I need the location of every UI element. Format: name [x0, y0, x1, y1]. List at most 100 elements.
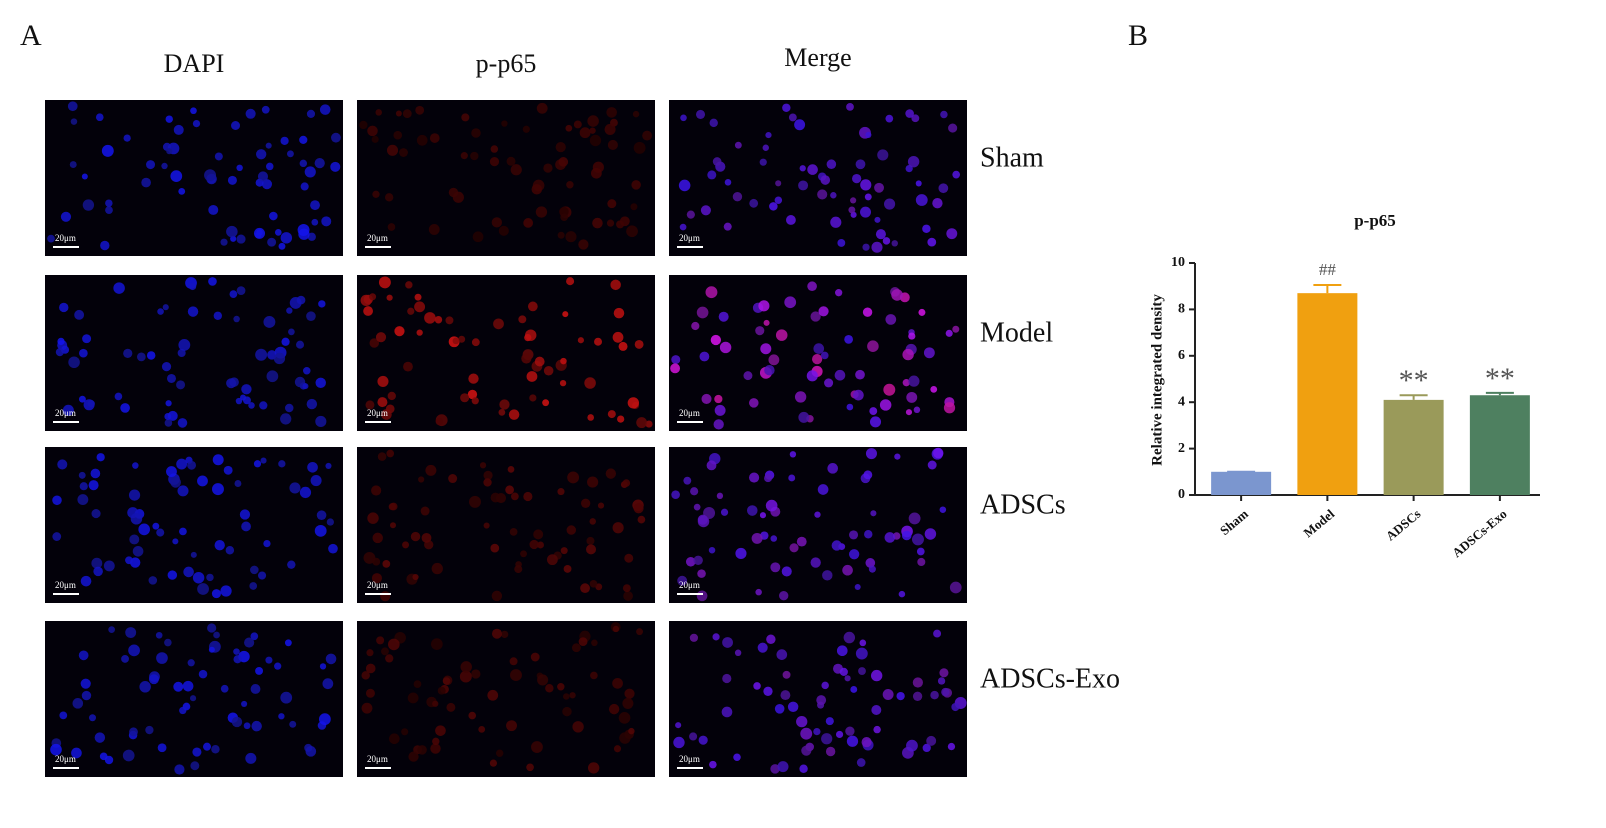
nucleus: [506, 156, 516, 166]
nucleus: [491, 628, 502, 639]
nucleus: [524, 333, 532, 342]
nucleus: [365, 400, 375, 410]
nucleus: [906, 391, 918, 403]
nucleus: [381, 647, 389, 656]
nucleus: [304, 166, 316, 178]
nucleus: [837, 239, 846, 247]
nucleus: [526, 371, 538, 382]
nucleus: [597, 502, 605, 509]
nucleus: [912, 691, 923, 701]
nucleus: [415, 105, 425, 115]
nucleus: [587, 115, 599, 127]
nucleus: [571, 643, 581, 653]
nucleus: [865, 558, 876, 568]
nucleus: [432, 700, 439, 707]
nucleus: [490, 492, 501, 503]
nucleus: [696, 590, 708, 602]
nucleus: [80, 575, 92, 587]
nucleus: [526, 763, 534, 772]
nucleus: [377, 397, 388, 408]
nucleus: [714, 404, 726, 416]
nucleus: [506, 720, 518, 732]
nucleus: [820, 175, 831, 185]
scale-bar-label: 20μm: [55, 754, 76, 764]
nucleus: [835, 289, 843, 297]
nucleus: [642, 130, 653, 141]
nucleus: [573, 120, 582, 129]
nucleus: [746, 505, 758, 516]
nucleus: [940, 110, 948, 119]
nucleus: [87, 400, 95, 408]
nucleus: [817, 189, 828, 200]
nucleus: [408, 751, 419, 762]
nucleus: [498, 225, 509, 236]
nucleus: [315, 415, 327, 428]
nucleus: [939, 506, 947, 514]
nucleus: [296, 340, 305, 349]
nucleus: [208, 204, 219, 215]
nucleus: [299, 135, 308, 144]
nucleus: [170, 477, 181, 488]
nucleus: [777, 761, 789, 773]
nucleus: [814, 511, 821, 518]
nucleus: [509, 527, 518, 536]
nucleus: [407, 692, 419, 704]
nucleus: [567, 471, 580, 484]
nucleus: [698, 735, 708, 745]
nucleus: [619, 732, 631, 744]
nucleus: [633, 141, 646, 154]
nucleus: [589, 579, 598, 588]
nucleus: [930, 385, 938, 393]
nucleus: [915, 194, 928, 206]
nucleus: [696, 306, 709, 319]
nucleus: [460, 393, 470, 403]
nucleus: [760, 343, 772, 355]
nucleus: [721, 706, 733, 718]
nucleus: [472, 231, 484, 243]
nucleus: [774, 704, 785, 714]
nucleus: [507, 465, 515, 473]
nucleus: [856, 758, 866, 767]
nucleus: [493, 318, 504, 330]
nucleus: [365, 663, 376, 674]
nucleus: [213, 631, 220, 639]
nucleus: [835, 730, 844, 739]
nucleus: [606, 219, 615, 227]
nucleus: [670, 363, 681, 374]
nucleus: [622, 697, 634, 709]
column-header: p-p65: [476, 49, 537, 78]
nucleus: [125, 556, 133, 565]
nucleus: [274, 662, 282, 670]
nucleus: [865, 131, 872, 138]
nucleus: [844, 334, 854, 344]
nucleus: [671, 355, 681, 365]
nucleus: [266, 162, 274, 171]
nucleus: [156, 528, 165, 537]
nucleus: [578, 637, 588, 647]
nucleus: [577, 337, 584, 344]
scale-bar-label: 20μm: [367, 580, 388, 590]
nucleus: [431, 562, 443, 575]
nucleus: [166, 373, 176, 383]
nucleus: [862, 307, 873, 317]
nucleus: [157, 743, 167, 753]
nucleus: [781, 566, 792, 577]
nucleus: [932, 198, 943, 209]
nucleus: [495, 749, 504, 757]
nucleus: [869, 416, 882, 428]
nucleus: [618, 712, 631, 724]
nucleus: [381, 409, 392, 420]
nucleus: [806, 370, 818, 382]
nucleus: [288, 328, 295, 336]
nucleus: [768, 354, 780, 366]
nucleus: [198, 669, 208, 679]
nucleus: [269, 211, 278, 221]
nucleus: [401, 728, 409, 736]
row-label: ADSCs-Exo: [980, 663, 1120, 694]
nucleus: [712, 157, 722, 166]
nucleus: [128, 489, 141, 501]
nucleus: [613, 745, 622, 753]
nucleus: [367, 512, 379, 524]
nucleus: [235, 397, 243, 405]
